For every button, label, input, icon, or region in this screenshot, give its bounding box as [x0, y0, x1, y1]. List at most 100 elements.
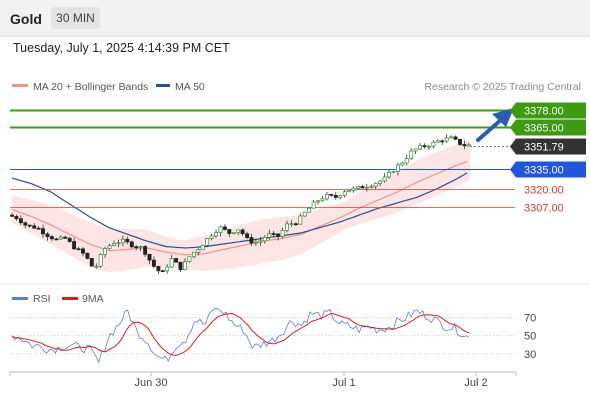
candle-down: [76, 248, 81, 251]
candle-down: [32, 225, 37, 229]
bollinger-band: [12, 140, 470, 273]
rsi-9ma-line: [11, 312, 470, 356]
candle-up: [191, 251, 196, 258]
candle-down: [222, 226, 227, 230]
candle-up: [187, 256, 192, 263]
candle-up: [138, 246, 143, 248]
candle-up: [387, 171, 391, 178]
level-value-support: 3307.00: [524, 203, 564, 215]
rsi-legend-label: RSI: [33, 293, 51, 305]
candle-up: [285, 223, 289, 231]
candle-up: [196, 249, 201, 253]
candle-up: [214, 232, 218, 237]
candle-up: [347, 190, 352, 193]
candle-down: [333, 195, 338, 198]
x-axis-tick-label: Jul 2: [464, 377, 487, 389]
candle-down: [462, 144, 467, 147]
candle-up: [289, 223, 294, 226]
ma9-legend-swatch: [62, 297, 78, 300]
candle-up: [120, 238, 125, 244]
level-tag-pointer: [510, 119, 516, 136]
rsi-line: [11, 308, 470, 364]
level-tag-pointer: [510, 138, 516, 155]
candle-up: [267, 233, 272, 238]
candle-up: [413, 148, 418, 152]
candle-down: [276, 233, 281, 237]
candle-up: [382, 176, 387, 182]
candle-up: [94, 265, 99, 268]
instrument-name: Gold: [10, 11, 42, 27]
candle-up: [298, 215, 303, 225]
candle-up: [444, 137, 449, 142]
candle-down: [45, 233, 50, 238]
candle-up: [209, 235, 214, 239]
level-value-support: 3320.00: [524, 185, 564, 197]
level-labels: 3378.00 3365.00 3351.79 3335.00 3320.00 3307.…: [510, 102, 586, 215]
candle-up: [58, 236, 63, 240]
candle-up: [431, 141, 436, 147]
candle-down: [360, 186, 365, 189]
candle-down: [440, 140, 445, 143]
ma50-legend-swatch: [156, 84, 170, 87]
candle-up: [231, 232, 236, 235]
candle-up: [316, 200, 320, 203]
ma50-legend-label: MA 50: [175, 81, 205, 93]
candle-up: [218, 226, 223, 233]
top-bar: Gold 30 MIN: [0, 0, 590, 37]
level-tag-pivot: [516, 161, 586, 178]
timeframe-button[interactable]: 30 MIN: [51, 7, 100, 29]
candle-down: [129, 241, 134, 248]
candle-up: [373, 183, 378, 187]
level-tag-resistance: [516, 119, 586, 136]
candle-down: [63, 236, 68, 239]
candle-down: [458, 138, 462, 145]
candle-down: [41, 228, 45, 235]
candle-up: [449, 136, 454, 139]
level-tag-pointer: [510, 161, 516, 178]
candle-up: [236, 229, 241, 234]
candle-down: [178, 261, 183, 271]
candle-up: [435, 140, 440, 143]
candle-up: [426, 145, 431, 148]
x-axis-tick-label: Jul 1: [332, 377, 355, 389]
candle-up: [200, 245, 205, 250]
candle-up: [307, 207, 312, 213]
candle-up: [378, 180, 383, 184]
trend-arrow: [476, 108, 514, 142]
candle-up: [364, 186, 369, 189]
candle-up: [253, 241, 258, 244]
level-value-last: 3351.79: [524, 142, 564, 154]
candle-down: [134, 246, 139, 249]
candle-up: [98, 254, 103, 267]
moving-averages: [11, 160, 468, 256]
candle-down: [156, 266, 161, 272]
candle-up: [351, 187, 356, 191]
candle-down: [453, 136, 458, 140]
candle-down: [18, 218, 23, 224]
candle-up: [369, 185, 374, 188]
ma9-legend-label: 9MA: [82, 293, 104, 305]
candle-up: [169, 258, 174, 268]
candle-up: [311, 201, 316, 209]
bollinger-band-fill: [12, 140, 470, 273]
candle-down: [72, 241, 77, 250]
candle-down: [36, 227, 41, 230]
candle-down: [81, 248, 85, 254]
candle-up: [409, 150, 414, 159]
candle-up: [280, 230, 285, 237]
candle-up: [395, 164, 400, 172]
level-tag-pointer: [510, 102, 516, 119]
candle-down: [143, 246, 148, 255]
candle-up: [103, 248, 108, 255]
candle-up: [116, 242, 121, 245]
candle-up: [466, 144, 471, 147]
candle-up: [165, 266, 170, 272]
rsi-tick-label: 30: [524, 349, 536, 361]
candle-up: [112, 243, 116, 246]
level-lines: [10, 109, 515, 208]
timestamp: Tuesday, July 1, 2025 4:14:39 PM CET: [13, 41, 230, 55]
level-value-resistance: 3365.00: [524, 123, 564, 135]
candle-down: [14, 216, 19, 220]
level-tag-last: [516, 138, 586, 155]
candle-up: [391, 171, 396, 173]
